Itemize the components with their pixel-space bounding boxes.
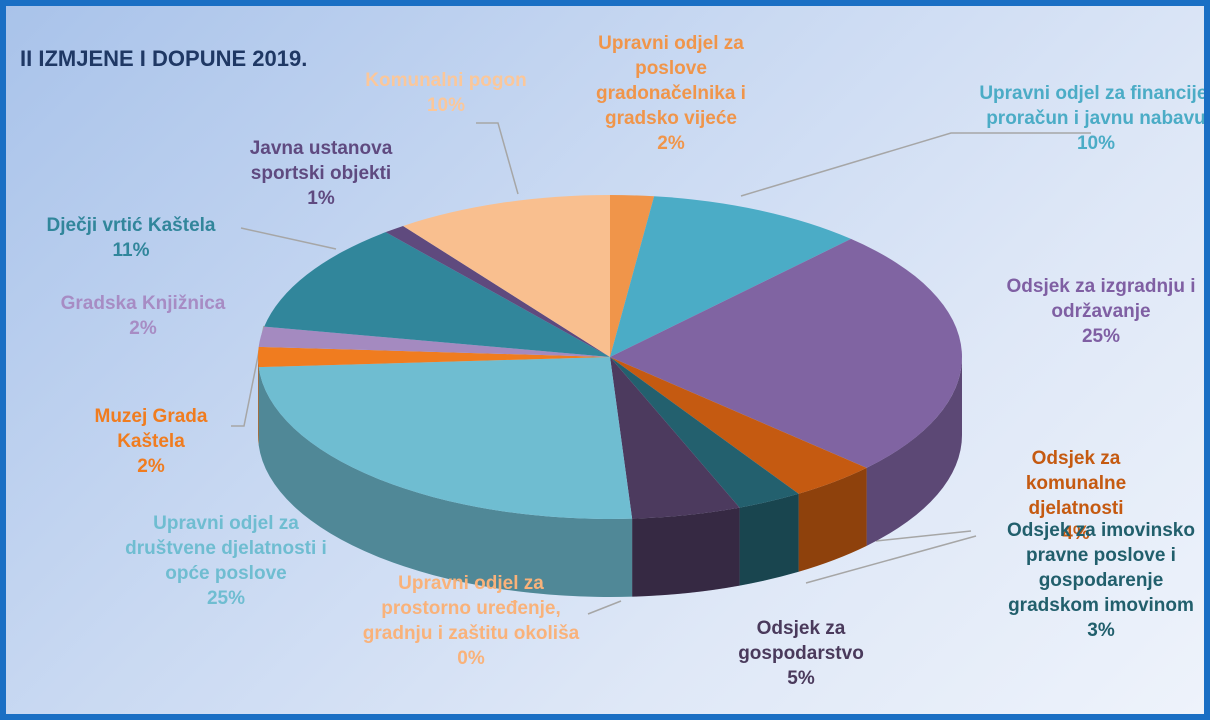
slice-label: Upravni odjel za društvene djelatnosti i…: [121, 511, 331, 611]
slice: [610, 357, 867, 494]
slice-label: Dječji vrtić Kaštela 11%: [11, 213, 251, 263]
category-label: Javna ustanova sportski objekti: [249, 138, 393, 184]
slice: [258, 357, 633, 519]
leader-line: [231, 325, 265, 427]
slice-label: Muzej Grada Kaštela 2%: [76, 404, 226, 479]
value-label: 1%: [307, 188, 335, 209]
slice-label: Upravni odjel za prostorno uređenje, gra…: [361, 571, 581, 671]
category-label: Muzej Grada Kaštela: [94, 406, 208, 452]
category-label: Odsjek za imovinsko pravne poslove i gos…: [1007, 520, 1195, 616]
category-label: Upravni odjel za poslove gradonačelnika …: [596, 33, 746, 129]
category-label: Odsjek za komunalne djelatnosti: [1025, 448, 1127, 519]
slice-label: Odsjek za gospodarstvo 5%: [721, 616, 881, 691]
slice-side-shade: [258, 367, 633, 597]
category-label: Komunalni pogon: [365, 70, 527, 91]
slice-side: [258, 367, 633, 597]
slice: [610, 357, 740, 519]
slice-side-shade: [632, 507, 740, 597]
value-label: 2%: [657, 133, 685, 154]
value-label: 11%: [112, 240, 150, 261]
leader-line: [805, 535, 977, 584]
slice-side: [632, 507, 740, 597]
value-label: 2%: [137, 456, 165, 477]
slice: [403, 195, 610, 357]
category-label: Dječji vrtić Kaštela: [46, 215, 216, 236]
slice-side-shade: [739, 493, 799, 586]
slice-label: Javna ustanova sportski objekti 1%: [221, 136, 421, 211]
value-label: 10%: [1076, 133, 1116, 154]
slice: [610, 195, 655, 357]
value-label: 4%: [1062, 523, 1090, 544]
pie: [231, 122, 1091, 615]
slice: [610, 196, 851, 357]
slice-side-shade: [866, 357, 962, 546]
slice-label: Odsjek za komunalne djelatnosti 4%: [1001, 446, 1151, 546]
pie-tops: [257, 195, 963, 519]
value-label: 0%: [457, 648, 485, 669]
slice: [264, 232, 610, 357]
slice: [258, 326, 610, 357]
category-label: Upravni odjel za prostorno uređenje, gra…: [362, 573, 580, 644]
chart-title: II IZMJENE I DOPUNE 2019.: [20, 46, 308, 71]
slice-label: Komunalni pogon 10%: [346, 68, 546, 118]
value-label: 25%: [1081, 326, 1121, 347]
slice-side-shade: [798, 467, 867, 572]
slice-side: [798, 467, 867, 572]
slice-label: Odsjek za izgradnju i održavanje 25%: [986, 274, 1204, 349]
slice: [257, 346, 610, 368]
category-label: Upravni odjel za društvene djelatnosti i…: [125, 513, 327, 584]
category-label: Odsjek za izgradnju i održavanje: [1006, 276, 1196, 322]
slice-side-shade: [258, 357, 259, 446]
slice-side: [739, 493, 799, 586]
slice: [385, 225, 610, 357]
category-label: Gradska Knjižnica: [60, 293, 226, 314]
leader-line: [587, 600, 622, 615]
slice-label: Odsjek za imovinsko pravne poslove i gos…: [991, 518, 1204, 643]
value-label: 3%: [1087, 620, 1115, 641]
pie-sides: [258, 357, 962, 597]
leader-line: [240, 227, 337, 250]
slice-label: Upravni odjel za financije, proračun i j…: [976, 81, 1210, 156]
value-label: 5%: [787, 668, 815, 689]
value-label: 10%: [426, 95, 466, 116]
category-label: Odsjek za gospodarstvo: [738, 618, 864, 664]
slice-label: Gradska Knjižnica 2%: [33, 291, 253, 341]
slice: [610, 357, 799, 508]
category-label: Upravni odjel za financije, proračun i j…: [979, 83, 1210, 129]
leader-line: [875, 530, 972, 542]
value-label: 25%: [206, 588, 246, 609]
slice-label: Upravni odjel za poslove gradonačelnika …: [571, 31, 771, 156]
slice: [610, 238, 963, 468]
leader-lines: [231, 122, 1091, 615]
leader-line: [476, 122, 519, 195]
leader-line: [740, 132, 1091, 197]
slice-side: [258, 357, 259, 446]
slice-side: [866, 357, 962, 546]
value-label: 2%: [129, 318, 157, 339]
